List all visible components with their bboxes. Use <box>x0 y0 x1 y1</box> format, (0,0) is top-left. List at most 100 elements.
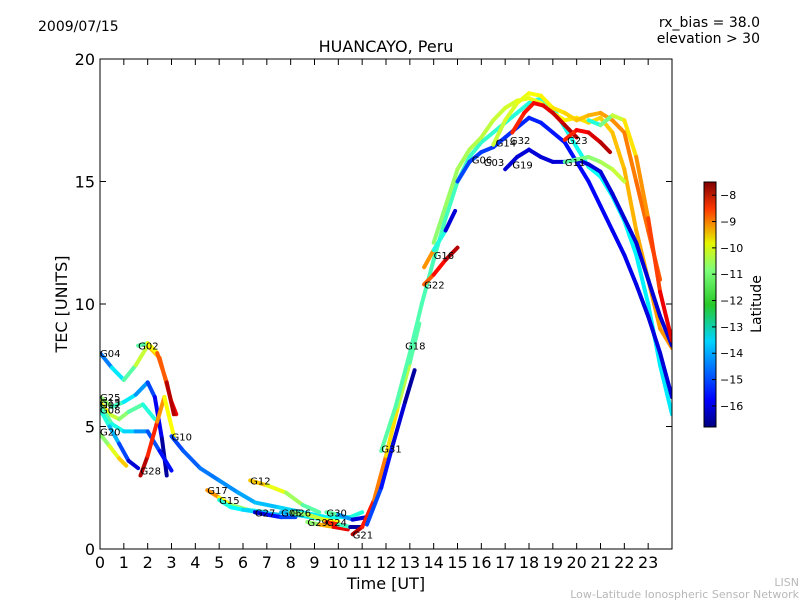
series-segment <box>562 123 579 140</box>
series-segment <box>198 466 222 483</box>
series-segment <box>455 159 472 184</box>
satellite-label: G25 <box>100 393 120 404</box>
colorbar-tick-label: −14 <box>720 347 743 360</box>
footer-network: Low-Latitude Ionospheric Sensor Network <box>570 588 799 600</box>
series-G09 <box>586 113 672 343</box>
series-segment <box>598 113 615 128</box>
series-segment <box>522 101 536 115</box>
colorbar-ticks: −8 −9 −10 −11 −12 −13 −14 −15 −16 <box>712 189 743 413</box>
series-segment <box>586 162 603 174</box>
series-segment <box>598 115 615 135</box>
series-segment <box>229 505 245 512</box>
series-segment <box>586 155 603 164</box>
series-segment <box>117 441 131 463</box>
series-segment <box>288 510 310 517</box>
series-segment <box>586 164 603 179</box>
x-tick-label: 11 <box>352 553 372 572</box>
series-segment <box>100 431 112 449</box>
series-segment <box>515 115 531 130</box>
y-tick-label: 0 <box>85 540 95 559</box>
series-segment <box>586 110 603 118</box>
series-G02 <box>136 341 176 417</box>
series-G23 <box>562 128 613 155</box>
x-tick-label: 14 <box>423 553 443 572</box>
series-segment <box>431 228 448 253</box>
series-segment <box>264 483 288 495</box>
satellite-label: G12 <box>250 476 270 487</box>
series-segment <box>391 400 408 446</box>
satellite-label: G23 <box>567 136 587 147</box>
series-segment <box>431 257 448 277</box>
satellite-label: G22 <box>424 280 444 291</box>
series-segment <box>634 179 651 233</box>
series-segment <box>467 150 484 164</box>
series-segment <box>364 485 384 527</box>
series-segment <box>157 449 174 473</box>
series-G21 <box>350 321 422 537</box>
series-segment <box>121 392 138 404</box>
satellite-label: G02 <box>138 342 158 353</box>
satellite-label: G20 <box>100 427 120 438</box>
satellite-label: G11 <box>565 158 585 169</box>
x-tick-label: 21 <box>590 553 610 572</box>
series-segment <box>541 103 555 115</box>
series-segment <box>100 402 114 427</box>
series-segment <box>126 458 141 471</box>
series-segment <box>360 498 377 529</box>
x-tick-label: 23 <box>638 553 658 572</box>
series-segment <box>550 130 567 145</box>
x-tick-label: 12 <box>376 553 396 572</box>
elevation-label: elevation > 30 <box>657 31 760 47</box>
series-segment <box>562 110 579 123</box>
series-segment <box>586 179 603 208</box>
series-segment <box>117 456 129 468</box>
series-G32 <box>510 101 579 140</box>
series-segment <box>140 402 157 422</box>
series-segment <box>331 524 350 532</box>
x-tick-label: 9 <box>309 553 319 572</box>
satellite-label: G30 <box>326 508 346 519</box>
satellite-label: G18 <box>405 342 425 353</box>
series-segment <box>317 522 336 529</box>
series-segment <box>455 147 472 172</box>
series-segment <box>133 343 150 368</box>
satellite-label: G05 <box>281 508 301 519</box>
x-tick-label: 0 <box>95 553 105 572</box>
series-segment <box>634 253 651 306</box>
series-segment <box>145 380 157 400</box>
series-segment <box>598 204 615 233</box>
series-segment <box>538 120 555 135</box>
series-segment <box>205 488 222 500</box>
series-segment <box>107 444 122 461</box>
x-tick-label: 17 <box>495 553 515 572</box>
series-segment <box>634 240 651 282</box>
series-segment <box>145 341 160 355</box>
satellite-label: G27 <box>255 508 275 519</box>
series-segment <box>393 351 412 409</box>
series-segment <box>372 453 388 502</box>
series-segment <box>658 363 672 417</box>
x-tick-label: 1 <box>119 553 129 572</box>
series-G16 <box>422 208 458 270</box>
date-label: 2009/07/15 <box>38 19 119 35</box>
series-segment <box>562 128 579 142</box>
series-segment <box>384 404 400 458</box>
series-G27 <box>252 510 298 520</box>
satellite-label: G15 <box>219 496 239 507</box>
colorbar-tick-label: −11 <box>720 268 743 281</box>
series-segment <box>574 128 591 135</box>
series-G22 <box>422 245 460 287</box>
x-tick-label: 5 <box>214 553 224 572</box>
series-segment <box>527 147 543 159</box>
series-segment <box>126 402 145 414</box>
x-tick-label: 7 <box>262 553 272 572</box>
series-segment <box>574 113 591 123</box>
series-segment <box>236 490 257 505</box>
series-segment <box>515 91 531 106</box>
series-segment <box>252 510 269 517</box>
series-segment <box>145 419 160 458</box>
series-segment <box>622 118 639 159</box>
y-tick-label: 15 <box>75 173 95 192</box>
satellite-label: G10 <box>172 432 192 443</box>
series-segment <box>574 159 591 184</box>
